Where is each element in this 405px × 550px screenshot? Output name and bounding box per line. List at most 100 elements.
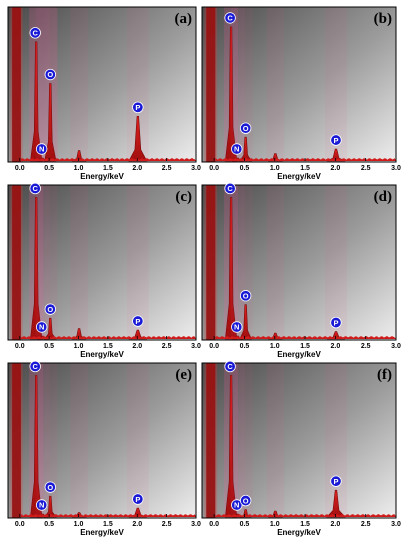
element-marker-p: P xyxy=(132,315,144,327)
peak-glow xyxy=(238,363,253,518)
peak-glow xyxy=(324,185,347,340)
marker-label: N xyxy=(39,323,44,332)
element-marker-n: N xyxy=(35,143,48,155)
marker-circle xyxy=(239,122,252,134)
zero-energy-peak xyxy=(206,363,216,518)
element-marker-o: O xyxy=(239,122,252,134)
peak-glow xyxy=(266,7,285,162)
eds-panel-4: 0.0 0.5 1.0 1.5 2.0 2.5 3.0 Energy/keV (d) C N O P xyxy=(201,182,401,359)
element-marker-p: P xyxy=(330,316,342,329)
marker-circle xyxy=(231,321,243,333)
peak-glow xyxy=(70,7,88,162)
zero-energy-glow xyxy=(204,185,218,340)
marker-circle xyxy=(239,290,252,302)
element-marker-p: P xyxy=(330,134,342,146)
marker-label: O xyxy=(243,124,249,133)
element-marker-n: N xyxy=(35,499,48,511)
peak-glow xyxy=(35,185,50,340)
x-tick-label: 1.0 xyxy=(270,165,280,172)
marker-label: O xyxy=(243,496,249,505)
marker-circle xyxy=(44,481,57,493)
element-marker-n: N xyxy=(231,143,243,155)
x-tick-label: 2.0 xyxy=(331,521,341,528)
marker-circle xyxy=(330,316,342,329)
plot-frame xyxy=(7,6,197,163)
marker-circle xyxy=(132,315,144,327)
eds-panel-3: 0.0 0.5 1.0 1.5 2.0 2.5 3.0 Energy/keV (c) C NO P xyxy=(7,182,201,359)
eds-panel-6: 0.0 0.5 1.0 1.5 2.0 2.5 3.0 Energy/keV (f) C N O P xyxy=(201,360,401,537)
marker-label: O xyxy=(243,291,249,300)
x-tick-label: 2.5 xyxy=(162,521,172,528)
element-marker-c: C xyxy=(224,360,236,373)
peak-glow xyxy=(238,185,253,340)
marker-label: C xyxy=(32,184,38,193)
baseline-noise xyxy=(20,514,196,517)
eds-panel-1: 0.0 0.5 1.0 1.5 2.0 2.5 3.0 Energy/keV (a) C N O P xyxy=(7,6,201,181)
x-tick-label: 0.0 xyxy=(15,165,25,172)
x-tick-label: 2.5 xyxy=(162,343,172,350)
marker-label: N xyxy=(234,145,239,154)
x-tick-label: 3.0 xyxy=(391,165,401,172)
x-axis-label: Energy/keV xyxy=(277,172,321,181)
zero-energy-peak xyxy=(12,185,21,340)
x-tick-label: 1.0 xyxy=(74,343,84,350)
marker-label: C xyxy=(227,362,233,371)
x-tick-label: 2.0 xyxy=(132,343,142,350)
marker-label: N xyxy=(39,501,44,510)
marker-label: C xyxy=(227,14,233,23)
marker-label: N xyxy=(234,501,239,510)
zero-energy-glow xyxy=(204,7,218,162)
peak-glow xyxy=(126,7,149,162)
zero-energy-glow xyxy=(10,185,23,340)
plot-frame xyxy=(7,362,197,519)
panel-label: (e) xyxy=(175,367,192,383)
element-marker-n: N xyxy=(231,499,243,511)
marker-circle xyxy=(132,493,144,505)
x-axis-label: Energy/keV xyxy=(277,350,321,359)
marker-circle xyxy=(330,475,342,487)
element-marker-o: O xyxy=(239,290,252,302)
zero-energy-glow xyxy=(204,363,218,518)
marker-circle xyxy=(29,182,41,195)
marker-circle xyxy=(29,27,41,39)
marker-circle xyxy=(132,101,144,114)
x-tick-label: 0.0 xyxy=(15,343,25,350)
x-tick-label: 2.5 xyxy=(361,165,371,172)
plot-frame xyxy=(201,184,397,341)
panel-label: (a) xyxy=(175,11,193,27)
element-marker-o: O xyxy=(44,68,57,81)
marker-circle xyxy=(231,143,243,155)
peak-glow xyxy=(230,363,245,518)
marker-label: O xyxy=(47,483,53,492)
marker-label: O xyxy=(47,305,53,314)
panel-label: (d) xyxy=(374,189,392,205)
marker-circle xyxy=(224,12,236,24)
marker-label: P xyxy=(333,318,338,327)
element-marker-n: N xyxy=(231,321,243,333)
panel-label: (c) xyxy=(175,189,192,205)
marker-label: P xyxy=(333,136,338,145)
x-tick-label: 0.5 xyxy=(240,165,250,172)
x-tick-label: 2.0 xyxy=(132,521,142,528)
marker-circle xyxy=(231,499,243,511)
element-marker-o: O xyxy=(44,481,57,493)
zero-energy-glow xyxy=(10,363,23,518)
element-marker-c: C xyxy=(224,12,236,24)
plot-frame xyxy=(7,184,197,341)
x-tick-label: 1.5 xyxy=(300,343,310,350)
x-axis-label: Energy/keV xyxy=(80,172,124,181)
peak-glow xyxy=(266,185,285,340)
x-axis-label: Energy/keV xyxy=(80,350,124,359)
marker-circle xyxy=(29,360,41,373)
x-tick-label: 1.0 xyxy=(270,521,280,528)
peak-glow xyxy=(43,363,58,518)
x-tick-label: 2.5 xyxy=(162,165,172,172)
element-marker-c: C xyxy=(29,360,41,373)
x-tick-label: 1.5 xyxy=(103,521,113,528)
marker-label: P xyxy=(135,495,140,504)
x-tick-label: 0.0 xyxy=(15,521,25,528)
marker-circle xyxy=(224,360,236,373)
element-marker-p: P xyxy=(132,101,144,114)
marker-circle xyxy=(35,499,48,511)
peak-glow xyxy=(35,363,50,518)
